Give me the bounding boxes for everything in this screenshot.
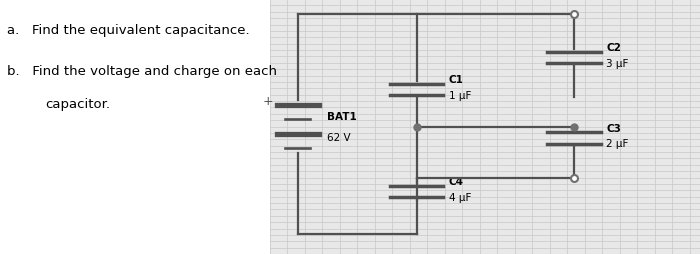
Text: a.   Find the equivalent capacitance.: a. Find the equivalent capacitance. <box>7 24 250 37</box>
Text: C4: C4 <box>449 177 463 187</box>
Text: 62 V: 62 V <box>327 132 351 142</box>
Text: +: + <box>262 94 274 107</box>
Text: 1 μF: 1 μF <box>449 90 471 100</box>
Text: C1: C1 <box>449 75 463 85</box>
Text: C2: C2 <box>606 43 621 53</box>
Text: b.   Find the voltage and charge on each: b. Find the voltage and charge on each <box>7 65 277 77</box>
Text: capacitor.: capacitor. <box>46 98 111 110</box>
Text: 2 μF: 2 μF <box>606 138 629 149</box>
Text: C3: C3 <box>606 123 621 133</box>
Text: 4 μF: 4 μF <box>449 192 471 202</box>
Bar <box>270 0 700 254</box>
Text: BAT1: BAT1 <box>327 112 356 122</box>
Text: 3 μF: 3 μF <box>606 58 629 69</box>
